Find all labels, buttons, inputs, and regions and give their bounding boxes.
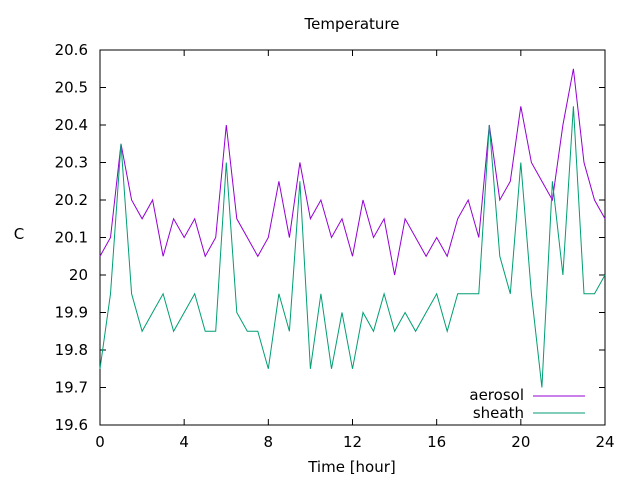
x-tick-label: 12 bbox=[343, 433, 362, 451]
series-line-sheath bbox=[99, 106, 606, 388]
legend-label-sheath: sheath bbox=[473, 404, 524, 422]
y-tick-label: 20.6 bbox=[55, 41, 88, 59]
y-tick-label: 19.7 bbox=[55, 379, 88, 397]
y-tick-label: 20.5 bbox=[55, 79, 88, 97]
y-tick-label: 19.9 bbox=[55, 304, 88, 322]
y-tick-label: 20.2 bbox=[55, 191, 88, 209]
x-tick-label: 16 bbox=[427, 433, 446, 451]
y-tick-label: 20.3 bbox=[55, 154, 88, 172]
y-tick-label: 20.1 bbox=[55, 229, 88, 247]
y-tick-label: 20.4 bbox=[55, 116, 88, 134]
x-tick-label: 20 bbox=[511, 433, 530, 451]
y-tick-label: 20 bbox=[69, 266, 88, 284]
legend-label-aerosol: aerosol bbox=[469, 386, 524, 404]
x-tick-label: 0 bbox=[95, 433, 105, 451]
chart-title: Temperature bbox=[303, 15, 399, 33]
x-tick-label: 8 bbox=[264, 433, 274, 451]
y-axis-label: C bbox=[14, 225, 24, 243]
y-tick-label: 19.8 bbox=[55, 341, 88, 359]
x-axis: 0 4 8 12 16 20 24 bbox=[95, 50, 615, 451]
legend: aerosol sheath bbox=[469, 386, 585, 422]
y-axis: 19.6 19.7 19.8 19.9 20 20.1 20.2 20.3 20.4 20.5 20… bbox=[55, 41, 605, 434]
x-axis-label: Time [hour] bbox=[307, 458, 396, 476]
series-layer bbox=[99, 68, 606, 388]
x-tick-label: 24 bbox=[595, 433, 614, 451]
x-tick-label: 4 bbox=[179, 433, 189, 451]
series-line-aerosol bbox=[99, 68, 606, 276]
y-tick-label: 19.6 bbox=[55, 416, 88, 434]
